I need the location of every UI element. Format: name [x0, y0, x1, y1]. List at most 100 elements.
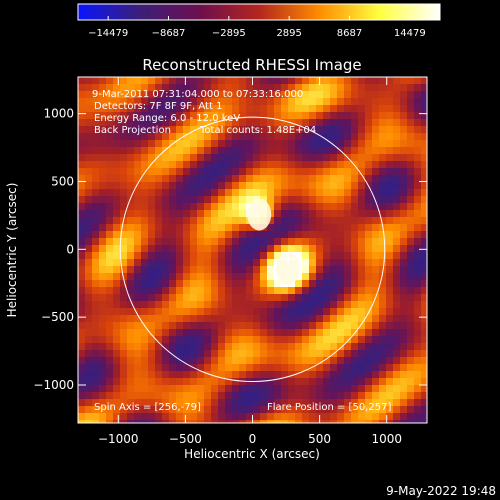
heatmap-cell: [141, 308, 148, 315]
heatmap-cell: [162, 399, 169, 406]
heatmap-cell: [239, 287, 246, 294]
heatmap-cell: [414, 203, 421, 210]
heatmap-cell: [134, 329, 141, 336]
heatmap-cell: [414, 147, 421, 154]
heatmap-cell: [127, 217, 134, 224]
heatmap-cell: [316, 266, 323, 273]
heatmap-cell: [393, 84, 400, 91]
heatmap-cell: [358, 224, 365, 231]
heatmap-cell: [295, 217, 302, 224]
heatmap-cell: [106, 84, 113, 91]
heatmap-cell: [218, 266, 225, 273]
heatmap-cell: [407, 266, 414, 273]
heatmap-cell: [106, 133, 113, 140]
heatmap-cell: [379, 112, 386, 119]
heatmap-cell: [190, 189, 197, 196]
heatmap-cell: [351, 322, 358, 329]
heatmap-cell: [358, 112, 365, 119]
heatmap-cell: [400, 133, 407, 140]
heatmap-cell: [372, 84, 379, 91]
heatmap-cell: [407, 336, 414, 343]
heatmap-cell: [218, 378, 225, 385]
heatmap-cell: [351, 287, 358, 294]
heatmap-cell: [344, 350, 351, 357]
heatmap-cell: [232, 378, 239, 385]
heatmap-cell: [372, 98, 379, 105]
heatmap-cell: [246, 175, 253, 182]
heatmap-cell: [267, 287, 274, 294]
heatmap-cell: [407, 406, 414, 413]
heatmap-cell: [407, 413, 414, 420]
heatmap-cell: [337, 273, 344, 280]
heatmap-cell: [260, 154, 267, 161]
heatmap-cell: [106, 147, 113, 154]
heatmap-cell: [400, 336, 407, 343]
heatmap-cell: [414, 399, 421, 406]
heatmap-cell: [414, 378, 421, 385]
heatmap-cell: [337, 245, 344, 252]
heatmap-cell: [393, 378, 400, 385]
heatmap-cell: [309, 203, 316, 210]
heatmap-cell: [246, 154, 253, 161]
heatmap-cell: [134, 217, 141, 224]
colorbar: [77, 3, 441, 21]
heatmap-cell: [134, 126, 141, 133]
heatmap-cell: [386, 91, 393, 98]
heatmap-cell: [316, 119, 323, 126]
heatmap-cell: [134, 252, 141, 259]
heatmap-cell: [218, 364, 225, 371]
heatmap-cell: [330, 287, 337, 294]
heatmap-cell: [407, 378, 414, 385]
heatmap-cell: [358, 413, 365, 420]
heatmap-cell: [379, 378, 386, 385]
heatmap-cell: [344, 217, 351, 224]
heatmap-cell: [204, 413, 211, 420]
heatmap-cell: [386, 406, 393, 413]
heatmap-cell: [358, 217, 365, 224]
heatmap-cell: [92, 238, 99, 245]
heatmap-cell: [134, 308, 141, 315]
heatmap-cell: [344, 343, 351, 350]
heatmap-cell: [421, 378, 427, 385]
heatmap-cell: [337, 84, 344, 91]
heatmap-cell: [344, 364, 351, 371]
heatmap-cell: [281, 175, 288, 182]
heatmap-cell: [316, 133, 323, 140]
heatmap-cell: [400, 392, 407, 399]
heatmap-cell: [92, 315, 99, 322]
heatmap-cell: [372, 112, 379, 119]
heatmap-cell: [176, 91, 183, 98]
heatmap-cell: [344, 357, 351, 364]
heatmap-cell: [330, 175, 337, 182]
heatmap-cell: [127, 287, 134, 294]
heatmap-cell: [148, 147, 155, 154]
heatmap-cell: [365, 161, 372, 168]
heatmap-cell: [400, 357, 407, 364]
heatmap-cell: [344, 280, 351, 287]
heatmap-cell: [134, 203, 141, 210]
heatmap-cell: [309, 315, 316, 322]
heatmap-cell: [379, 154, 386, 161]
heatmap-cell: [414, 105, 421, 112]
heatmap-cell: [330, 371, 337, 378]
heatmap-cell: [92, 210, 99, 217]
heatmap-cell: [78, 287, 85, 294]
heatmap-cell: [155, 322, 162, 329]
heatmap-cell: [309, 140, 316, 147]
heatmap-cell: [127, 77, 134, 84]
heatmap-cell: [190, 84, 197, 91]
heatmap-cell: [337, 238, 344, 245]
heatmap-cell: [218, 413, 225, 420]
heatmap-cell: [316, 301, 323, 308]
heatmap-cell: [190, 252, 197, 259]
heatmap-cell: [106, 273, 113, 280]
heatmap-cell: [344, 210, 351, 217]
heatmap-cell: [190, 161, 197, 168]
heatmap-cell: [302, 231, 309, 238]
heatmap-cell: [421, 392, 427, 399]
chart-title: Reconstructed RHESSI Image: [142, 56, 361, 74]
heatmap-cell: [92, 371, 99, 378]
heatmap-cell: [295, 371, 302, 378]
heatmap-cell: [176, 259, 183, 266]
heatmap-cell: [239, 399, 246, 406]
